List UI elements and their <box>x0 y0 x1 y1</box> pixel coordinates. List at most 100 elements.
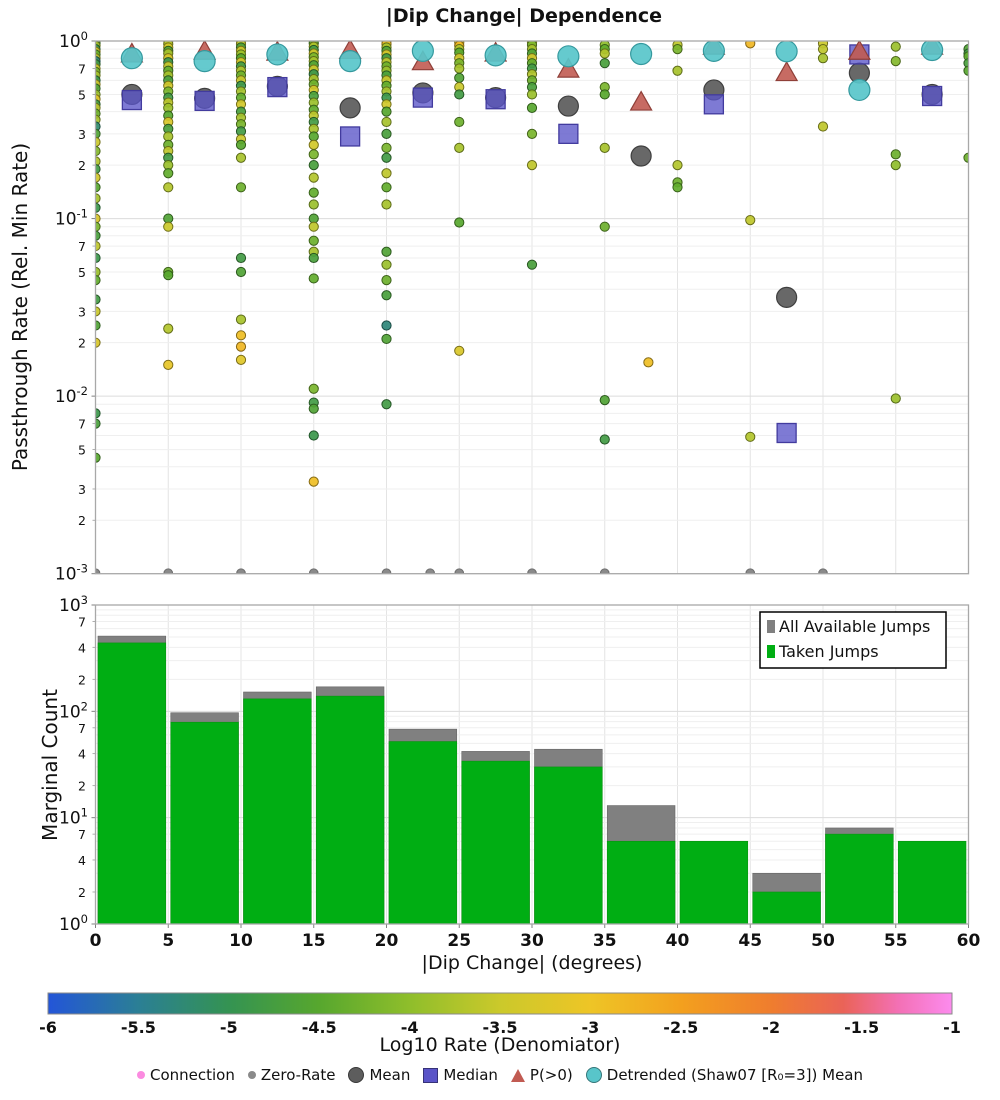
median-marker <box>267 76 288 98</box>
scatter-point <box>890 41 901 52</box>
y-tick-label: 10-1 <box>55 207 88 230</box>
figure-legend-item: Zero-Rate <box>247 1066 336 1084</box>
mean-marker <box>776 286 798 308</box>
median-marker <box>921 85 943 107</box>
scatter-point <box>599 394 610 406</box>
y-tick-label: 10-3 <box>55 562 88 585</box>
y-minor-tick-label: 4 <box>78 853 86 868</box>
scatter-point <box>163 359 174 370</box>
detrended-marker <box>120 47 143 70</box>
scatter-point <box>381 399 392 410</box>
p0-marker <box>629 90 653 111</box>
scatter-point <box>235 330 247 341</box>
scatter-point <box>454 116 465 128</box>
scatter-point <box>308 476 319 487</box>
y-minor-tick-label: 7 <box>78 614 86 629</box>
colorbar-tick-label: -5 <box>220 1018 238 1037</box>
scatter-point <box>963 65 969 76</box>
bar-taken <box>534 766 603 925</box>
scatter-point <box>308 172 319 183</box>
figure-legend-item: P(>0) <box>510 1066 573 1084</box>
scatter-point <box>308 131 319 142</box>
colorbar-tick-label: -1.5 <box>844 1018 879 1037</box>
bar-legend-swatch <box>767 620 775 633</box>
median-marker <box>776 422 797 444</box>
scatter-point <box>163 182 174 193</box>
colorbar-tick-label: -6 <box>39 1018 57 1037</box>
x-tick-label: 25 <box>447 931 471 951</box>
scatter-point <box>308 139 319 150</box>
figure-legend-item: Detrended (Shaw07 [R₀=3]) Mean <box>585 1066 863 1084</box>
x-tick-label: 5 <box>162 931 174 951</box>
scatter-point <box>817 121 829 132</box>
bar-legend-label: All Available Jumps <box>779 617 930 636</box>
scatter-point <box>890 56 901 67</box>
colorbar-tick-label: -4.5 <box>302 1018 337 1037</box>
scatter-point <box>381 142 392 154</box>
mean-marker <box>339 97 361 119</box>
zero-rate-legend-label: Zero-Rate <box>260 1066 336 1084</box>
median-marker <box>558 123 579 144</box>
chart-title: |Dip Change| Dependence <box>386 5 662 27</box>
detrended-marker <box>775 41 798 63</box>
figure-legend-item: Median <box>423 1066 498 1084</box>
connection-marker-icon <box>136 1071 145 1079</box>
scatter-points <box>95 41 969 574</box>
top-y-axis-label: Passthrough Rate (Rel. Min Rate) <box>8 143 32 471</box>
detrended-marker <box>266 43 289 66</box>
bar-legend: All Available Jumps Taken Jumps <box>759 611 947 669</box>
x-tick-label: 20 <box>375 931 399 951</box>
scatter-point <box>454 72 465 83</box>
x-tick-label: 45 <box>738 931 762 951</box>
zero-rate-marker-icon <box>247 1071 256 1079</box>
detrended-marker <box>921 41 944 62</box>
x-axis-label: |Dip Change| (degrees) <box>422 952 643 974</box>
y-minor-tick-label: 2 <box>78 336 86 351</box>
median-legend-label: Median <box>443 1066 498 1084</box>
figure-legend-item: Mean <box>348 1066 410 1084</box>
y-minor-tick-label: 5 <box>78 265 86 280</box>
bottom-panel-frame <box>94 604 970 925</box>
p0-marker <box>847 41 871 60</box>
bar-taken <box>170 721 239 925</box>
bar-legend-box <box>759 611 947 669</box>
colorbar-tick-label: -4 <box>401 1018 419 1037</box>
median-marker <box>703 94 725 115</box>
median-marker-icon <box>423 1067 439 1083</box>
scatter-point <box>235 341 247 352</box>
bar-taken <box>825 833 894 925</box>
bar-legend-swatch <box>767 645 775 658</box>
scatter-point <box>599 89 610 100</box>
median-marker <box>485 89 506 110</box>
y-minor-tick-label: 5 <box>78 443 86 458</box>
scatter-point <box>308 221 319 232</box>
y-tick-label: 101 <box>59 806 88 829</box>
x-tick-label: 55 <box>884 931 908 951</box>
colorbar: -6 -5.5 -5 -4.5 -4 -3.5 -3 -2.5 -2 -1.5 -1 <box>39 992 961 1037</box>
scatter-point <box>454 63 465 74</box>
colorbar-tick-label: -2.5 <box>663 1018 698 1037</box>
median-marker <box>121 89 143 111</box>
scatter-point <box>308 403 319 414</box>
p-0-marker-icon <box>510 1068 525 1082</box>
scatter-point <box>381 290 392 301</box>
scatter-point <box>817 44 829 55</box>
bar-legend-label: Taken Jumps <box>778 642 879 661</box>
y-minor-tick-label: 7 <box>78 239 86 254</box>
detrended-marker <box>702 41 725 62</box>
scatter-point <box>381 275 392 286</box>
scatter-point <box>381 128 392 139</box>
scatter-point <box>163 168 174 179</box>
render-root: 10010-110-210-37532753275321031021011007… <box>39 29 980 1037</box>
mean-marker-icon <box>348 1067 365 1083</box>
y-tick-label: 100 <box>59 912 88 935</box>
scatter-point <box>308 383 319 394</box>
bar-taken <box>606 840 676 925</box>
scatter-point <box>163 221 174 232</box>
y-minor-tick-label: 4 <box>78 640 86 655</box>
scatter-point <box>672 160 683 171</box>
x-tick-label: 0 <box>90 931 102 951</box>
x-tick-label: 60 <box>957 931 981 951</box>
